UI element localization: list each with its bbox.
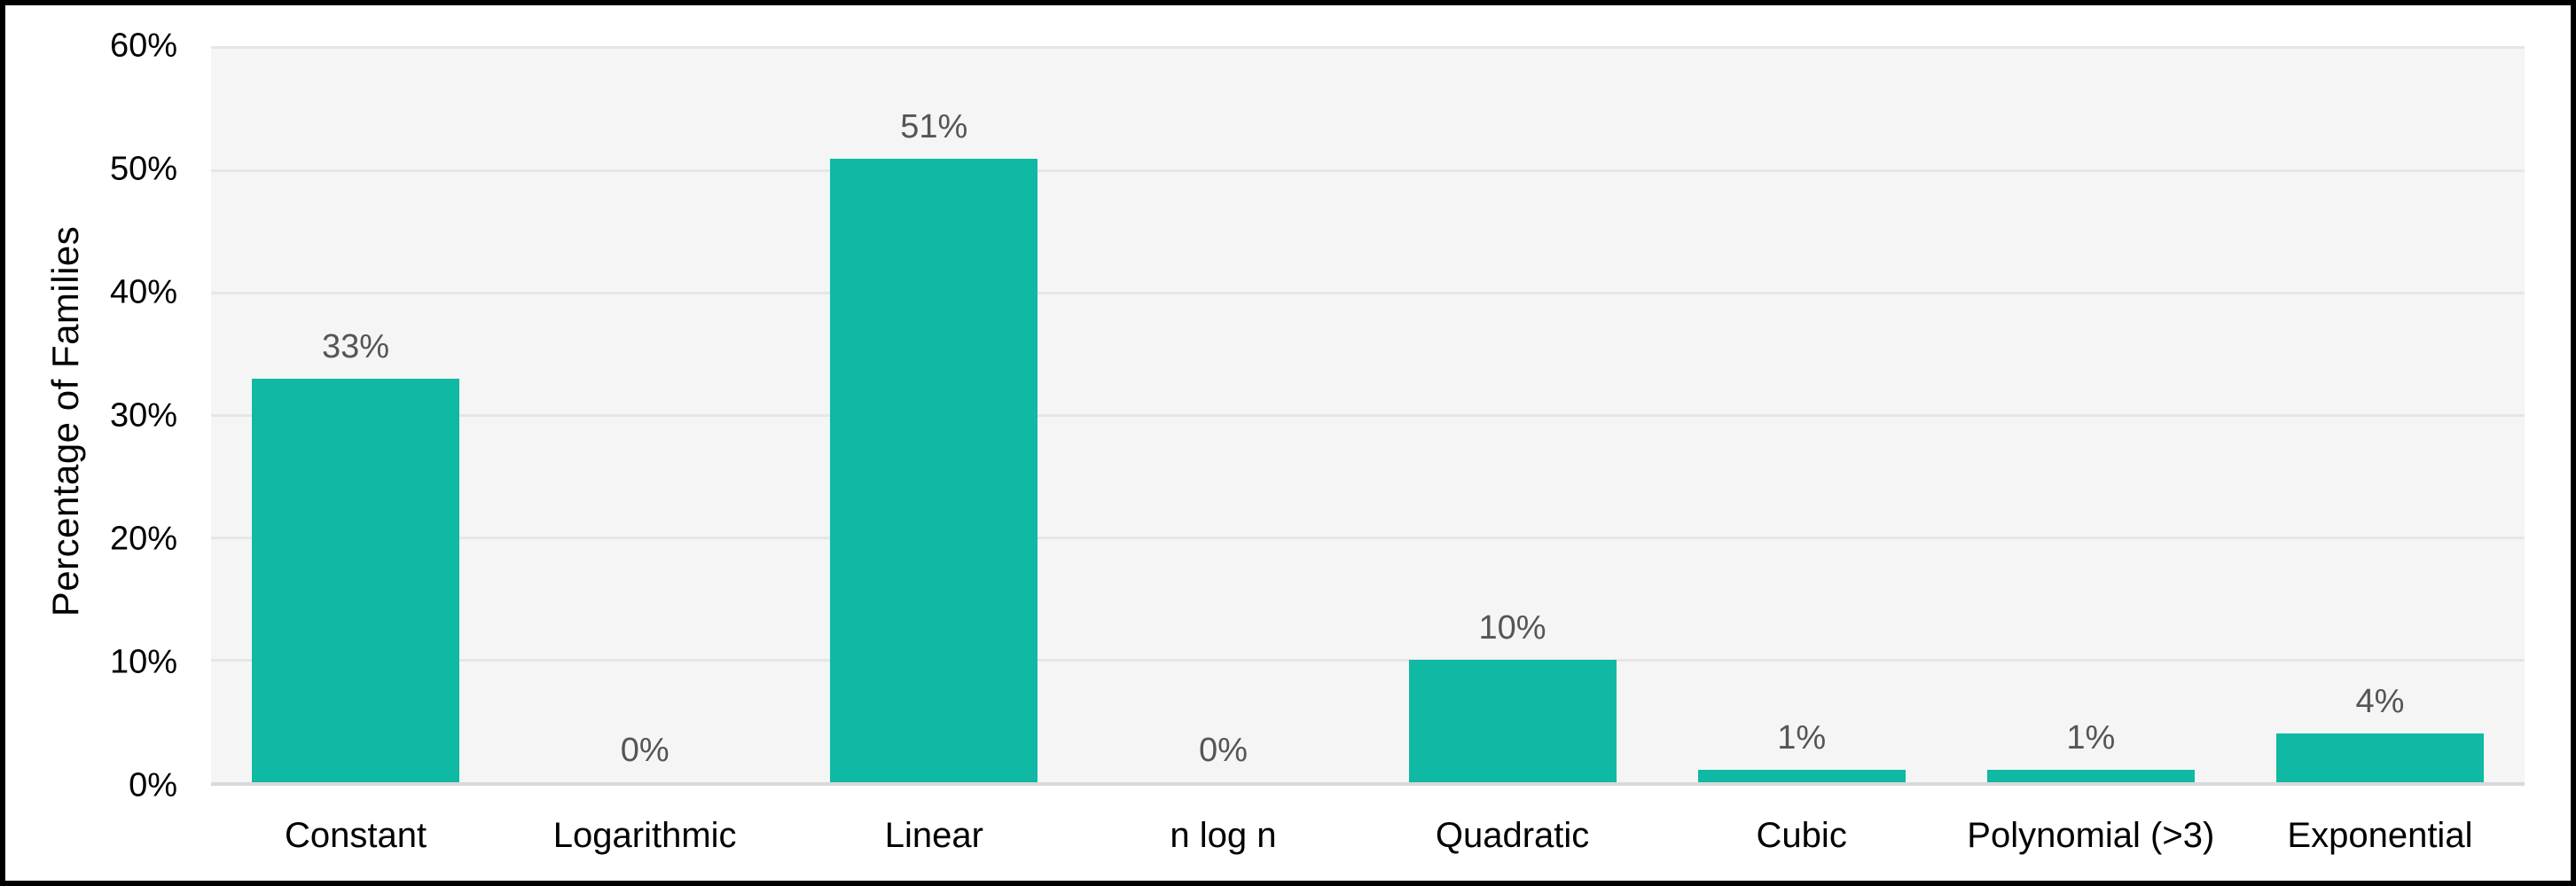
x-axis-label: Logarithmic xyxy=(552,816,737,855)
gridline xyxy=(211,658,2525,662)
gridline xyxy=(211,169,2525,173)
y-tick-label: 50% xyxy=(109,150,177,188)
bar xyxy=(1986,770,2195,782)
x-axis-label: Polynomial (>3) xyxy=(1967,816,2215,855)
bar xyxy=(1697,770,1906,782)
x-axis-label: Cubic xyxy=(1756,816,1847,855)
bar xyxy=(252,379,460,782)
bar-value-label: 51% xyxy=(900,108,968,146)
y-tick-label: 60% xyxy=(109,27,177,65)
y-tick-label: 30% xyxy=(109,396,177,435)
x-axis-label: Exponential xyxy=(2287,816,2473,855)
bar-group-constant: 33% xyxy=(211,49,500,782)
x-axis-label: n log n xyxy=(1170,816,1277,855)
bar-value-label: 33% xyxy=(322,328,390,366)
bar-chart: Percentage of Families 0% 10% 20% 30% 40% 50%… xyxy=(5,5,2571,881)
bar-value-label: 0% xyxy=(620,732,669,769)
gridline xyxy=(211,536,2525,539)
bar xyxy=(2275,733,2484,782)
bar-group-exponential: 4% xyxy=(2235,49,2525,782)
bar-group-cubic: 1% xyxy=(1657,49,1946,782)
bar-group-n-log-n: 0% xyxy=(1078,49,1367,782)
bar-group-quadratic: 10% xyxy=(1368,49,1657,782)
bar xyxy=(830,159,1038,782)
bar-value-label: 1% xyxy=(1777,719,1827,757)
bar xyxy=(1408,660,1617,782)
plot-area: 33% 0% 51% 0% 10% 1% 1% 4% xyxy=(211,46,2525,786)
bar-group-linear: 51% xyxy=(789,49,1078,782)
gridline xyxy=(211,292,2525,295)
gridline xyxy=(211,414,2525,417)
bar-value-label: 10% xyxy=(1478,609,1546,647)
y-tick-label: 10% xyxy=(109,643,177,681)
y-tick-label: 20% xyxy=(109,520,177,558)
x-axis-label: Quadratic xyxy=(1435,816,1590,855)
bar-value-label: 1% xyxy=(2066,719,2116,757)
y-tick-label: 0% xyxy=(129,766,177,804)
bar-value-label: 4% xyxy=(2355,682,2405,720)
x-axis-label: Constant xyxy=(285,816,427,855)
y-tick-label: 40% xyxy=(109,273,177,311)
x-axis-label: Linear xyxy=(884,816,983,855)
bar-value-label: 0% xyxy=(1198,732,1248,769)
bar-group-logarithmic: 0% xyxy=(500,49,789,782)
bar-group-polynomial-3: 1% xyxy=(1946,49,2235,782)
